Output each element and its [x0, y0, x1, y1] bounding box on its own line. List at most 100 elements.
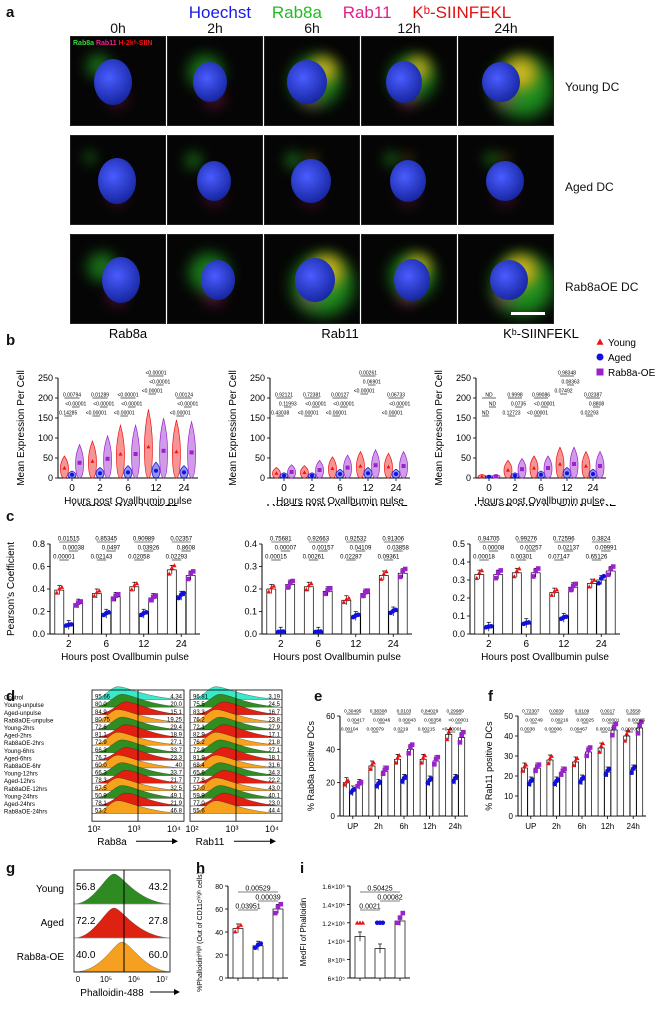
- pct-left-rab8a: 60.0: [95, 763, 107, 769]
- p-value: 0.98348: [558, 371, 576, 377]
- p-value: 0.02143: [91, 555, 113, 561]
- y-tick-label: 0.1: [244, 607, 257, 617]
- pct-left-rab8a: 50.9: [95, 793, 107, 799]
- data-point: [394, 920, 400, 926]
- bar-Young: [474, 574, 485, 635]
- y-tick-label: 50: [461, 453, 471, 463]
- flow-row-label: Rab8aOE-unpulse: [4, 718, 54, 724]
- pct-left-rab11: 59.9: [193, 793, 205, 799]
- x-tick-label: 10²: [87, 824, 100, 834]
- bar-Aged: [527, 781, 535, 817]
- data-point: [360, 920, 366, 925]
- pct-left-rab11: 57.0: [193, 786, 205, 792]
- data-point: [358, 779, 364, 785]
- pct-right-rab8a: 19.25: [167, 717, 183, 723]
- pct-left-rab11: 96.81: [193, 695, 209, 701]
- p-value: 0.00006: [545, 727, 563, 733]
- p-value: <0.00001: [298, 411, 319, 417]
- data-point: [341, 599, 347, 605]
- pct-right-rab8a: 40: [175, 763, 182, 769]
- y-axis-label: %Phalloidinᴴⁱᵍʰ (Out of CD11cʰⁱᵍʰ cells): [196, 872, 204, 992]
- pct-right-rab11: 22.2: [268, 778, 280, 784]
- median-marker-Young: [358, 464, 363, 468]
- data-point: [393, 760, 399, 765]
- y-tick-label: 30: [504, 752, 513, 761]
- pct-right-rab11: 31.6: [268, 763, 280, 769]
- p-value: <0.00001: [177, 402, 198, 408]
- timepoint-2h: 2h: [207, 20, 223, 36]
- pct-left-rab8a: 53.2: [95, 809, 107, 815]
- violin-Rab8a-OE: [187, 420, 196, 479]
- x-tick-label: 12h: [423, 822, 436, 831]
- y-tick-label: 0.2: [32, 607, 45, 617]
- p-value: <0.00001: [65, 402, 86, 408]
- bar-Rab8a-OE: [610, 729, 618, 817]
- data-point: [635, 730, 641, 736]
- pct-left-rab8a: 80.0: [95, 702, 107, 708]
- p-value: 0.92532: [345, 537, 367, 543]
- p-value: 0.99086: [532, 393, 550, 399]
- p-value: 0.00215: [418, 727, 436, 733]
- micrograph-2-0: [70, 234, 166, 324]
- bar-Rab8a-OE: [605, 570, 616, 635]
- phalloidin-histograms: Young 56.8 43.2 Aged 72.2 27.8 Rab8a-OE 40.0 60.…: [17, 869, 180, 999]
- median-marker-Young: [531, 466, 536, 470]
- flow-row-label: Rab8aOE-2hrs: [4, 741, 44, 747]
- p-value: 0.08363: [561, 380, 579, 386]
- y-tick-label: 150: [250, 413, 265, 423]
- data-point: [384, 569, 389, 574]
- row-label-young: Young DC: [565, 80, 620, 94]
- data-point: [479, 568, 485, 573]
- y-tick-label: 20: [504, 772, 513, 781]
- nucleus: [94, 59, 132, 105]
- y-tick-label: 10: [504, 792, 513, 801]
- x-tick-label: 24h: [449, 822, 462, 831]
- data-point: [514, 568, 520, 573]
- p-value: <0.00001: [118, 393, 139, 399]
- data-point: [547, 756, 553, 761]
- legend-label-Rab8a-OE: Rab8a-OE: [608, 368, 656, 379]
- micrograph-1-0: [70, 135, 166, 225]
- pct-right-rab8a: 49.1: [170, 793, 182, 799]
- y-tick-label: 0: [48, 473, 53, 483]
- data-point: [574, 755, 580, 761]
- p-value: 0.8808: [589, 402, 605, 408]
- data-point: [419, 760, 424, 765]
- p-value: 0.00005: [621, 727, 639, 733]
- data-point: [545, 761, 551, 766]
- bar-Rab8a-OE: [533, 767, 541, 817]
- p-value: 0.03951: [235, 904, 260, 911]
- pct-right-rab11: 43.0: [268, 786, 280, 792]
- median-marker-Rab8a-OE: [401, 464, 406, 468]
- bar-Young: [368, 765, 376, 817]
- legend-marker-Young: [596, 338, 604, 345]
- p-value: 0.72307: [522, 709, 540, 715]
- pct-left-rab11: 77.8: [193, 778, 205, 784]
- violin-chart-b1: 0 50 100 150 200 250 0 2 6 12 24 Hours post Ovallbu…: [16, 328, 198, 507]
- data-point: [555, 777, 561, 782]
- pct-right-rab8a: 27.1: [170, 740, 182, 746]
- data-point: [454, 774, 460, 780]
- data-point: [287, 580, 293, 586]
- data-point: [613, 721, 619, 727]
- legend-marker-Aged: [596, 353, 604, 361]
- overlay-legend-rab11: Rab11: [95, 40, 117, 47]
- p-value: <0.00001: [382, 411, 403, 417]
- data-point: [166, 571, 172, 576]
- median-marker-Rab8a-OE: [373, 463, 378, 468]
- p-value: 0.01289: [91, 393, 109, 399]
- median-marker-Young: [557, 462, 562, 466]
- y-axis-label: Pearson's Coefficient: [6, 542, 17, 636]
- y-tick-label: 200: [38, 393, 53, 403]
- x-tick-label: 24: [176, 639, 188, 650]
- timepoint-12h: 12h: [397, 20, 421, 36]
- p-value: 0.00038: [63, 546, 85, 552]
- y-tick-label: 200: [250, 393, 265, 403]
- y-tick-label: 100: [456, 433, 471, 443]
- x-tick-label: 2: [309, 483, 315, 494]
- pct-right-rab11: 3.19: [268, 695, 280, 701]
- data-point: [113, 593, 118, 599]
- data-point: [190, 569, 196, 574]
- pct-left: 72.2: [76, 916, 96, 927]
- violin-chart-b3: 0 50 100 150 200 250 0 2 6 12 24 Hours post Ovallbu…: [434, 328, 606, 507]
